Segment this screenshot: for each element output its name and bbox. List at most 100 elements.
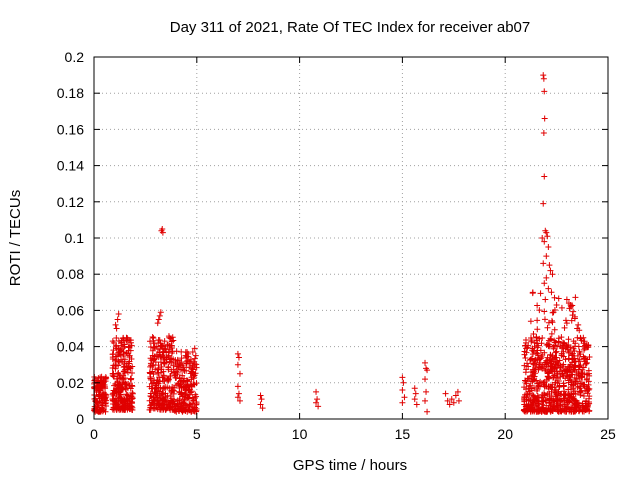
data-point [150, 393, 157, 400]
data-point [189, 349, 196, 356]
data-point [563, 397, 570, 404]
data-point [530, 331, 537, 338]
data-point [575, 321, 582, 328]
data-point [529, 392, 536, 399]
data-point [178, 403, 185, 410]
data-point [562, 366, 569, 373]
data-point [535, 394, 542, 401]
data-point [189, 362, 196, 369]
data-point [555, 338, 562, 345]
data-point [423, 388, 430, 395]
data-point [584, 356, 591, 363]
data-point [124, 385, 131, 392]
data-point [571, 362, 578, 369]
data-point [522, 377, 529, 384]
data-point [188, 388, 195, 395]
data-point [149, 334, 156, 341]
data-point [537, 290, 544, 297]
data-point [150, 337, 157, 344]
data-point [155, 316, 162, 323]
data-point [570, 308, 577, 315]
data-point [556, 402, 563, 409]
data-point [548, 407, 555, 414]
data-point [234, 361, 241, 368]
data-point [128, 369, 135, 376]
data-point [576, 356, 583, 363]
data-point [172, 406, 179, 413]
data-point [541, 115, 548, 122]
data-point [160, 385, 167, 392]
data-point [164, 341, 171, 348]
data-point [174, 356, 181, 363]
data-point [543, 229, 550, 236]
data-point [115, 311, 122, 318]
data-point [116, 348, 123, 355]
data-point [523, 349, 530, 356]
data-point [548, 330, 555, 337]
data-point [399, 399, 406, 406]
data-point [560, 395, 567, 402]
y-tick-label: 0.16 [57, 121, 84, 137]
data-point [444, 397, 451, 404]
data-point [529, 378, 536, 385]
data-point [586, 393, 593, 400]
data-point [184, 377, 191, 384]
data-point [454, 388, 461, 395]
data-point [442, 390, 449, 397]
data-point [560, 342, 567, 349]
data-point [531, 343, 538, 350]
data-point [411, 396, 418, 403]
data-point [118, 384, 125, 391]
data-point [575, 343, 582, 350]
data-point [544, 324, 551, 331]
data-point [187, 370, 194, 377]
data-point [150, 371, 157, 378]
data-point [529, 351, 536, 358]
data-point [159, 229, 166, 236]
data-point [527, 382, 534, 389]
data-point [525, 342, 532, 349]
x-tick-label: 5 [193, 426, 201, 442]
data-point [560, 361, 567, 368]
data-point [422, 397, 429, 404]
data-point [151, 405, 158, 412]
data-point [156, 402, 163, 409]
data-point [569, 352, 576, 359]
data-point [540, 130, 547, 137]
data-point [180, 364, 187, 371]
data-point [521, 406, 528, 413]
data-point [186, 391, 193, 398]
data-point [563, 320, 570, 327]
data-point [128, 356, 135, 363]
data-point [124, 392, 131, 399]
data-point [542, 383, 549, 390]
data-point [120, 348, 127, 355]
data-point [171, 387, 178, 394]
data-point [149, 385, 156, 392]
data-point [576, 327, 583, 334]
data-point [422, 359, 429, 366]
data-point [537, 359, 544, 366]
data-point [122, 381, 129, 388]
data-point [110, 387, 117, 394]
data-point [455, 397, 462, 404]
data-point [572, 340, 579, 347]
data-point [193, 361, 200, 368]
data-point [159, 225, 166, 232]
data-point [150, 399, 157, 406]
data-point [97, 374, 104, 381]
data-point [126, 343, 133, 350]
data-point [553, 301, 560, 308]
data-point [539, 405, 546, 412]
y-tick-label: 0.2 [65, 49, 85, 65]
data-point [113, 325, 120, 332]
data-point [529, 408, 536, 415]
data-point [117, 374, 124, 381]
data-point [181, 375, 188, 382]
data-point [171, 408, 178, 415]
data-point [236, 397, 243, 404]
data-point [234, 350, 241, 357]
data-point [530, 401, 536, 408]
data-point [527, 406, 534, 413]
